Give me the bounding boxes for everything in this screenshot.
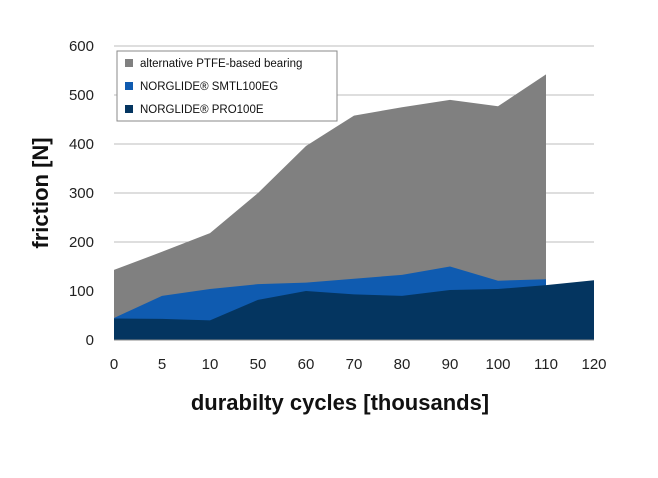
x-tick-label: 120 <box>581 356 606 373</box>
x-tick-labels: 0 5 10 50 60 70 80 90 100 110 120 <box>110 356 607 373</box>
x-tick-label: 70 <box>346 356 363 373</box>
y-tick-labels: 0 100 200 300 400 500 600 <box>69 38 94 349</box>
x-tick-label: 110 <box>534 356 558 373</box>
legend-label-pro100e: NORGLIDE® PRO100E <box>140 104 264 116</box>
x-tick-label: 60 <box>298 356 315 373</box>
x-tick-label: 100 <box>485 356 510 373</box>
legend-label-smtl100eg: NORGLIDE® SMTL100EG <box>140 81 278 93</box>
area-pro100e <box>114 280 594 340</box>
x-tick-label: 90 <box>442 356 459 373</box>
y-tick-label: 500 <box>69 87 94 104</box>
y-tick-label: 0 <box>86 332 94 349</box>
y-tick-label: 400 <box>69 136 94 153</box>
y-tick-label: 200 <box>69 234 94 251</box>
x-tick-label: 0 <box>110 356 118 373</box>
x-tick-label: 10 <box>202 356 219 373</box>
y-axis-title: friction [N] <box>28 137 53 248</box>
x-tick-label: 50 <box>250 356 267 373</box>
legend-swatch-smtl100eg <box>125 82 133 90</box>
x-tick-label: 80 <box>394 356 411 373</box>
area-series <box>114 74 594 341</box>
x-tick-label: 5 <box>158 356 166 373</box>
legend-box <box>116 50 338 122</box>
legend: alternative PTFE-based bearing NORGLIDE®… <box>116 50 338 122</box>
legend-label-ptfe: alternative PTFE-based bearing <box>140 58 302 70</box>
y-tick-label: 600 <box>69 38 94 55</box>
legend-swatch-pro100e <box>125 105 133 113</box>
y-tick-label: 100 <box>69 283 94 300</box>
legend-swatch-ptfe <box>125 59 133 67</box>
x-axis-title: durabilty cycles [thousands] <box>191 390 489 415</box>
y-tick-label: 300 <box>69 185 94 202</box>
